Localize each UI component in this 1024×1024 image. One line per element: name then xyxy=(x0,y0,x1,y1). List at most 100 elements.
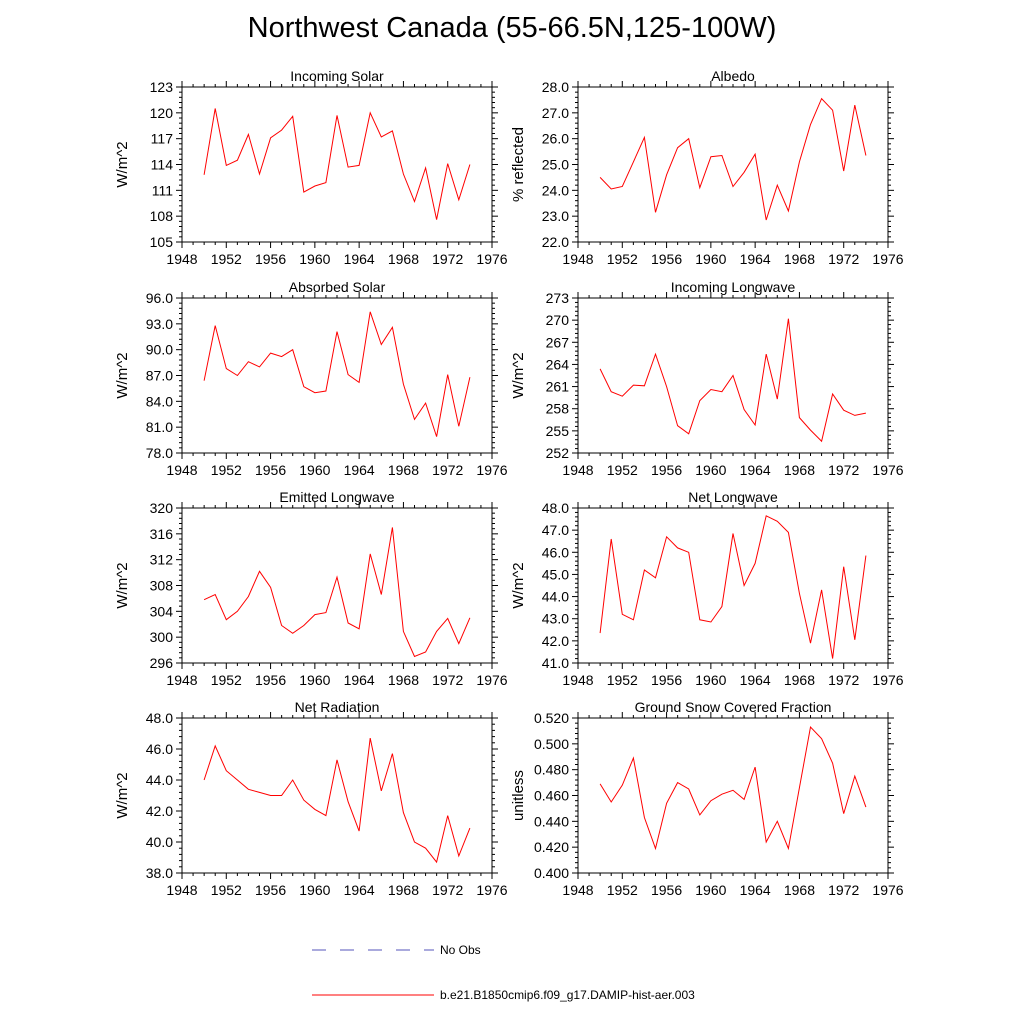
series-line xyxy=(599,318,867,443)
x-tick-label: 1972 xyxy=(828,462,859,478)
chart-title: Emitted Longwave xyxy=(279,489,394,505)
y-tick-label: 48.0 xyxy=(542,500,569,516)
y-tick-label: 300 xyxy=(150,629,174,645)
x-tick-label: 1952 xyxy=(211,882,242,898)
x-tick-label: 1952 xyxy=(211,462,242,478)
series-line xyxy=(203,737,471,864)
x-tick-label: 1960 xyxy=(299,672,330,688)
x-tick-label: 1972 xyxy=(828,882,859,898)
y-axis-label: W/m^2 xyxy=(510,562,527,608)
chart-title: Incoming Solar xyxy=(290,68,384,84)
plot-frame xyxy=(181,297,493,454)
y-tick-label: 42.0 xyxy=(146,803,173,819)
x-tick-label: 1948 xyxy=(562,882,593,898)
x-tick-label: 1948 xyxy=(166,882,197,898)
y-tick-label: 24.0 xyxy=(542,182,569,198)
x-tick-label: 1976 xyxy=(476,672,507,688)
y-tick-label: 316 xyxy=(150,526,174,542)
plot-frame xyxy=(181,717,493,874)
y-axis-label: % reflected xyxy=(510,127,527,202)
y-tick-label: 296 xyxy=(150,655,174,671)
y-tick-label: 105 xyxy=(150,234,174,250)
x-tick-label: 1960 xyxy=(299,251,330,267)
y-tick-label: 261 xyxy=(546,379,570,395)
x-tick-label: 1952 xyxy=(607,672,638,688)
x-tick-label: 1976 xyxy=(476,462,507,478)
x-tick-label: 1964 xyxy=(344,462,375,478)
y-tick-label: 270 xyxy=(546,312,570,328)
y-tick-label: 41.0 xyxy=(542,655,569,671)
x-tick-label: 1960 xyxy=(695,882,726,898)
y-axis-label: W/m^2 xyxy=(114,352,131,398)
x-tick-label: 1976 xyxy=(476,882,507,898)
x-tick-label: 1964 xyxy=(740,462,771,478)
y-tick-label: 78.0 xyxy=(146,445,173,461)
x-tick-label: 1964 xyxy=(740,882,771,898)
y-tick-label: 44.0 xyxy=(542,589,569,605)
plot-frame xyxy=(577,717,889,874)
y-tick-label: 43.0 xyxy=(542,611,569,627)
x-tick-label: 1972 xyxy=(828,672,859,688)
x-tick-label: 1968 xyxy=(388,251,419,267)
y-axis-label: W/m^2 xyxy=(114,772,131,818)
y-tick-label: 27.0 xyxy=(542,105,569,121)
y-tick-label: 93.0 xyxy=(146,316,173,332)
x-tick-label: 1956 xyxy=(651,882,682,898)
x-tick-label: 1956 xyxy=(255,251,286,267)
x-tick-label: 1956 xyxy=(651,462,682,478)
y-tick-label: 255 xyxy=(546,423,570,439)
chart-title: Net Longwave xyxy=(688,489,778,505)
x-tick-label: 1952 xyxy=(607,251,638,267)
y-tick-label: 46.0 xyxy=(146,741,173,757)
y-tick-label: 0.460 xyxy=(534,788,569,804)
series-line xyxy=(599,515,867,659)
y-tick-label: 23.0 xyxy=(542,208,569,224)
y-tick-label: 123 xyxy=(150,79,174,95)
x-tick-label: 1948 xyxy=(562,672,593,688)
x-tick-label: 1948 xyxy=(562,251,593,267)
y-tick-label: 46.0 xyxy=(542,544,569,560)
x-tick-label: 1964 xyxy=(740,251,771,267)
chart-panel: Net Radiation 38.0 40.0 42.0 44.0 46.0 48.0 194… xyxy=(114,699,508,898)
y-tick-label: 252 xyxy=(546,445,570,461)
y-tick-label: 320 xyxy=(150,500,174,516)
x-tick-label: 1952 xyxy=(211,672,242,688)
chart-title: Net Radiation xyxy=(295,699,380,715)
y-tick-label: 0.440 xyxy=(534,813,569,829)
x-tick-label: 1956 xyxy=(255,462,286,478)
chart-panel: Absorbed Solar 78.0 81.0 84.0 87.0 90.0 93.0 96… xyxy=(114,279,508,478)
y-tick-label: 47.0 xyxy=(542,522,569,538)
chart-title: Incoming Longwave xyxy=(671,279,796,295)
chart-title: Absorbed Solar xyxy=(289,279,386,295)
y-axis-label: W/m^2 xyxy=(114,562,131,608)
x-tick-label: 1956 xyxy=(255,882,286,898)
x-tick-label: 1964 xyxy=(740,672,771,688)
y-tick-label: 87.0 xyxy=(146,368,173,384)
chart-panel: Albedo 22.0 23.0 24.0 25.0 26.0 27.0 28.0 1948 19… xyxy=(510,68,904,267)
y-tick-label: 90.0 xyxy=(146,342,173,358)
x-tick-label: 1948 xyxy=(562,462,593,478)
y-tick-label: 108 xyxy=(150,208,174,224)
x-tick-label: 1968 xyxy=(784,882,815,898)
x-tick-label: 1976 xyxy=(872,882,903,898)
y-tick-label: 120 xyxy=(150,105,174,121)
x-tick-label: 1964 xyxy=(344,672,375,688)
x-tick-label: 1960 xyxy=(695,672,726,688)
x-tick-label: 1972 xyxy=(432,672,463,688)
x-tick-label: 1968 xyxy=(784,672,815,688)
series-line xyxy=(203,527,471,658)
chart-panel: Net Longwave 41.0 42.0 43.0 44.0 45.0 46.0 47.0… xyxy=(510,489,904,688)
legend-label-model: b.e21.B1850cmip6.f09_g17.DAMIP-hist-aer.… xyxy=(440,988,695,1002)
y-tick-label: 0.400 xyxy=(534,865,569,881)
chart-title: Ground Snow Covered Fraction xyxy=(635,699,832,715)
y-tick-label: 267 xyxy=(546,334,570,350)
chart-panel: Incoming Solar 105 108 111 114 117 120 123 1948 1… xyxy=(114,68,508,267)
x-tick-label: 1964 xyxy=(344,251,375,267)
x-tick-label: 1952 xyxy=(211,251,242,267)
plot-frame xyxy=(577,86,889,243)
x-tick-label: 1976 xyxy=(872,672,903,688)
x-tick-label: 1968 xyxy=(388,462,419,478)
y-axis-label: W/m^2 xyxy=(510,352,527,398)
y-tick-label: 264 xyxy=(546,356,570,372)
